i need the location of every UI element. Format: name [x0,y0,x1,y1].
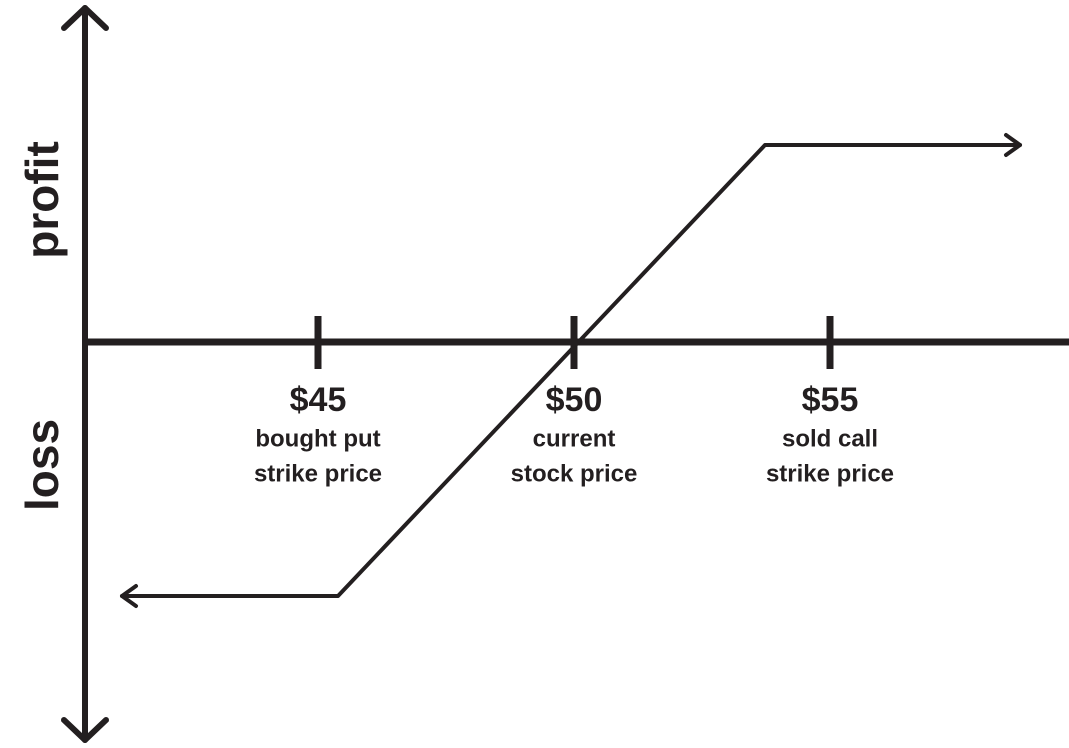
tick-description: stock price [511,460,638,487]
tick-price: $55 [802,381,859,419]
axes [61,5,1069,743]
payoff-arrow-right [1004,133,1022,157]
tick-description: bought put [255,425,380,452]
tick-price: $50 [546,381,603,419]
payoff-path [120,143,1022,598]
tick-description: current [533,425,616,452]
profit-label: profit [16,141,68,259]
payoff-line [120,133,1022,608]
tick-description: sold call [782,425,878,452]
tick-description: strike price [766,460,894,487]
tick-description: strike price [254,460,382,487]
axis-arrow-up [61,5,109,31]
axis-arrow-down [61,717,109,743]
payoff-arrow-left [120,584,138,608]
loss-label: loss [16,419,68,511]
tick-price: $45 [290,381,347,419]
